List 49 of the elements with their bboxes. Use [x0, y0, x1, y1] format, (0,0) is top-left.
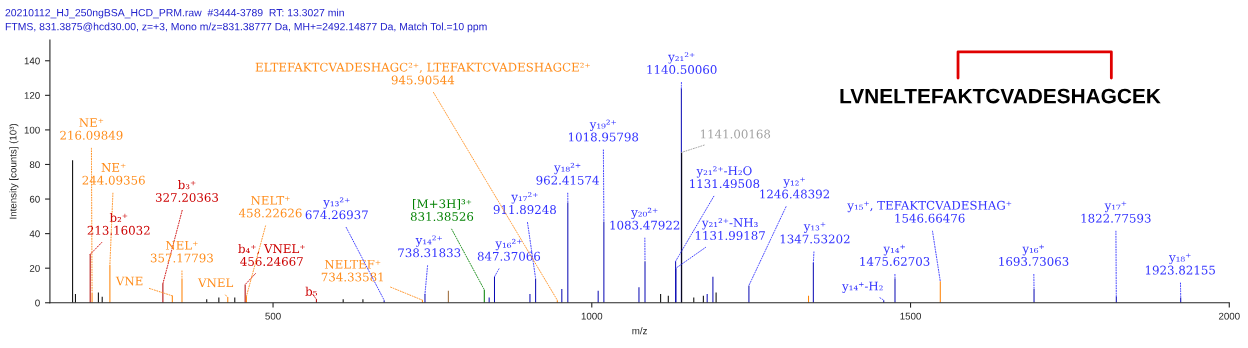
annotation: VNEL	[197, 278, 234, 288]
annotation: y₂₀²⁺ 1083.47922	[610, 207, 680, 230]
annotation: y₁₆²⁺ 847.37066	[477, 238, 541, 261]
y-tick-label: 20	[29, 264, 40, 272]
y-tick-label: 0	[35, 299, 40, 307]
x-tick-label: 1500	[900, 312, 921, 320]
annotation: y₂₁²⁺-H₂O 1131.49508	[690, 166, 760, 189]
annotation: 1141.00168	[700, 129, 771, 139]
annotation: b₃⁺ 327.20363	[155, 180, 219, 202]
annotation: NE⁺ 216.09849	[60, 118, 123, 140]
y-axis-title: Intensity [counts] (10³)	[9, 123, 19, 219]
y-tick-label: 140	[24, 57, 40, 65]
y-tick-label: 40	[29, 230, 40, 238]
annotation: y₁₃⁺ 1347.53202	[780, 222, 850, 244]
annotation: NELTEF⁺ 734.33581	[321, 259, 383, 282]
annotation: y₁₆⁺ 1693.73063	[999, 244, 1069, 266]
annotation: y₁₇²⁺ 911.89248	[493, 192, 556, 215]
annotation: NEL⁺ 357.17793	[150, 240, 213, 263]
annotation: y₁₂⁺ 1246.48392	[760, 177, 830, 199]
annotation: NE⁺ 244.09356	[82, 163, 145, 185]
y-tick-label: 120	[24, 92, 40, 99]
annotation: y₁₅⁺, TEFAKTCVADESHAG⁺ 1546.66476	[847, 200, 1012, 223]
annotation: y₁₃²⁺ 674.26937	[305, 197, 368, 220]
y-tick-label: 100	[24, 126, 40, 134]
annotation: y₂₁²⁺-NH₃ 1131.99187	[695, 218, 765, 240]
annotation: VNE	[115, 276, 143, 286]
x-tick-label: 1000	[581, 312, 603, 320]
annotation: NELT⁺ 458.22626	[238, 195, 302, 218]
annotation: y₁₉²⁺ 1018.95798	[569, 119, 639, 142]
annotation: y₁₄⁺-H₂	[841, 281, 883, 293]
annotation: ELTEFAKTCVADESHAGC²⁺, LTEFAKTCVADESHAGCE²⁺ 945.90544	[255, 62, 590, 85]
y-tick-label: 80	[29, 161, 40, 169]
chart-subtitle: FTMS, 831.3875@hcd30.00, z=+3, Mono m/z=831.38777 Da, MH+=2492.14877 Da, Match Tol.=10 ppm	[5, 22, 487, 33]
annotation: y₂₁²⁺ 1140.50060	[647, 52, 717, 75]
annotation: y₁₈⁺ 1923.82155	[1145, 253, 1215, 275]
y-tick-label: 60	[29, 195, 40, 203]
annotation: y₁₄²⁺ 738.31833	[398, 235, 461, 258]
annotation: y₁₇⁺ 1822.77593	[1081, 201, 1151, 223]
x-tick-label: 500	[265, 312, 281, 320]
annotation: b₂⁺ 213.16032	[87, 212, 150, 235]
chart-title: 20210112_HJ_250ngBSA_HCD_PRM.raw #3444-3789 RT: 13.3027 min	[5, 8, 344, 19]
annotation: y₁₄⁺ 1475.62703	[860, 244, 930, 266]
annotation: b₅	[305, 286, 317, 296]
annotation: [M+3H]³⁺ 831.38526	[410, 199, 474, 221]
annotation: b₄⁺, VNEL⁺ 456.24667	[238, 243, 305, 266]
annotation: LVNELTEFAKTCVADESHAGCEK	[840, 88, 1161, 104]
x-tick-label: 2000	[1218, 312, 1240, 320]
x-axis-title: m/z	[632, 327, 647, 335]
annotation: y₁₈²⁺ 962.41574	[536, 162, 599, 185]
